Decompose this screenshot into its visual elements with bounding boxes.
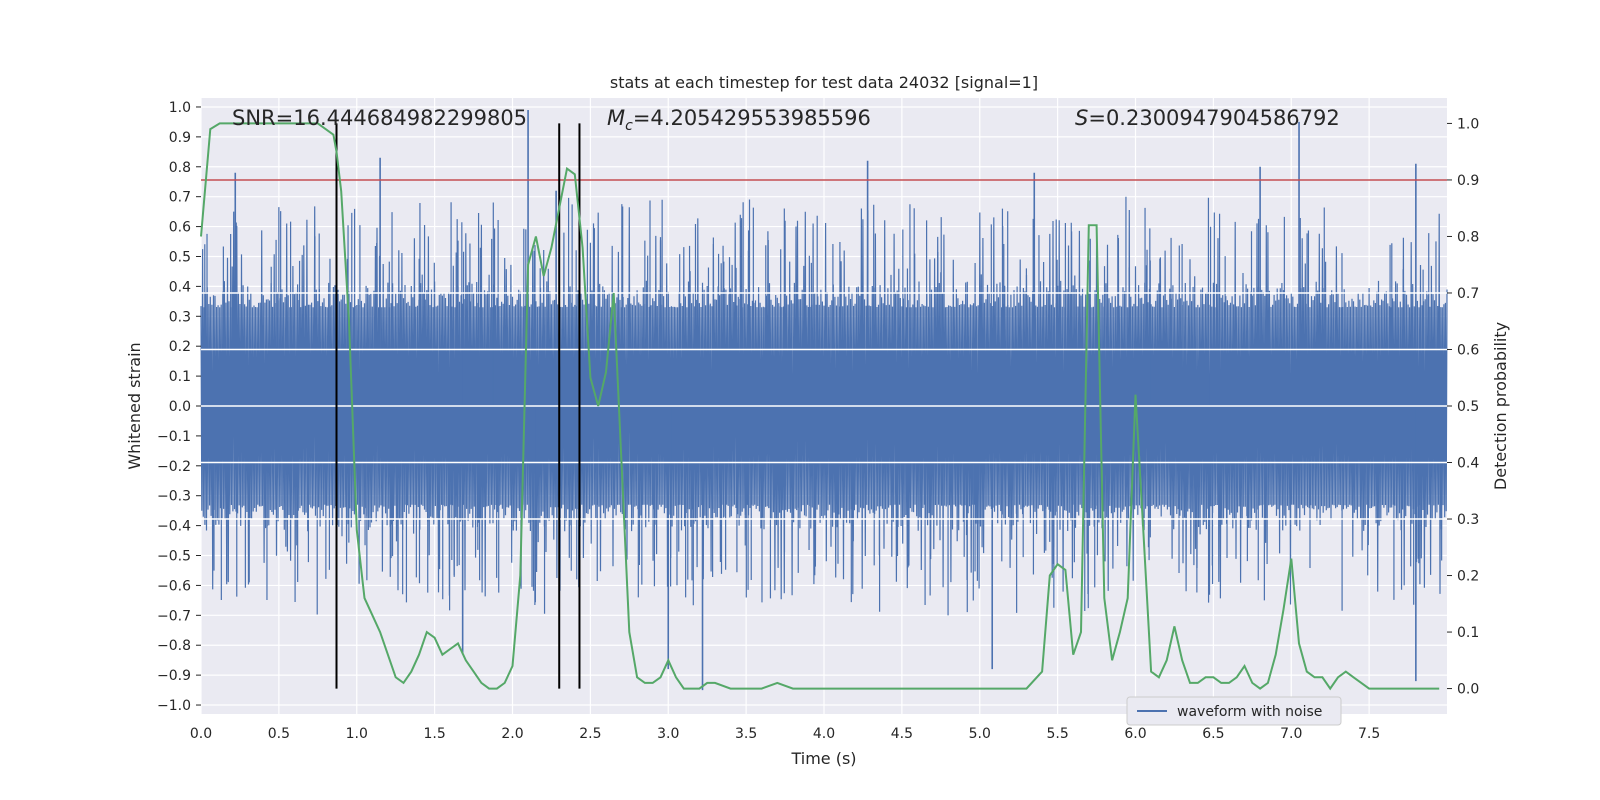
x-tick-label: 4.0 [813, 726, 835, 742]
x-tick-label: 5.0 [969, 726, 991, 742]
y-tick-label-right: 0.4 [1457, 456, 1479, 472]
y-tick-label-left: −0.8 [157, 638, 191, 654]
y-tick-label-left: 0.1 [169, 369, 191, 385]
legend-label: waveform with noise [1177, 704, 1322, 720]
y-tick-label-left: −0.9 [157, 668, 191, 684]
x-axis-label: Time (s) [790, 749, 856, 768]
y-tick-label-left: 0.7 [169, 190, 191, 206]
y-tick-label-left: 0.5 [169, 249, 191, 265]
detection-probability-line [200, 122, 1440, 691]
y-tick-label-left: 0.9 [169, 130, 191, 146]
s-value: =0.2300947904586792 [1088, 106, 1339, 130]
mc-subscript: c [625, 118, 633, 134]
y-tick-label-left: 0.6 [169, 220, 191, 236]
y-tick-label-left: 0.4 [169, 279, 191, 295]
y-tick-label-right: 0.2 [1457, 569, 1479, 585]
x-tick-label: 0.5 [268, 726, 290, 742]
y-tick-label-right: 0.0 [1457, 682, 1479, 698]
x-tick-label: 0.0 [190, 726, 212, 742]
y-tick-label-right: 0.5 [1457, 399, 1479, 415]
waveform-noise [200, 206, 1448, 605]
snr-annotation: SNR=16.444684982299805 [232, 106, 527, 130]
mc-annotation: Mc=4.205429553985596 [607, 106, 871, 134]
y-tick-label-left: −0.2 [157, 459, 191, 475]
x-tick-label: 6.0 [1124, 726, 1146, 742]
y-tick-label-left: 0.2 [169, 339, 191, 355]
y-tick-label-right: 0.3 [1457, 512, 1479, 528]
x-tick-label: 7.0 [1280, 726, 1302, 742]
y-tick-label-left: −0.1 [157, 429, 191, 445]
x-tick-label: 6.5 [1202, 726, 1224, 742]
y-tick-label-right: 1.0 [1457, 116, 1479, 132]
y-tick-label-left: 1.0 [169, 100, 191, 116]
x-tick-label: 1.5 [423, 726, 445, 742]
y-axis-label-left: Whitened strain [125, 342, 144, 469]
x-tick-label: 3.5 [735, 726, 757, 742]
x-tick-label: 7.5 [1358, 726, 1380, 742]
x-tick-label: 2.0 [501, 726, 523, 742]
y-tick-label-left: −0.7 [157, 608, 191, 624]
x-tick-label: 3.0 [657, 726, 679, 742]
y-tick-label-right: 0.9 [1457, 173, 1479, 189]
y-tick-label-left: −1.0 [157, 698, 191, 714]
y-tick-label-left: 0.0 [169, 399, 191, 415]
s-symbol: S [1075, 106, 1088, 130]
y-tick-label-right: 0.7 [1457, 286, 1479, 302]
y-tick-label-right: 0.1 [1457, 625, 1479, 641]
y-axis-label-right: Detection probability [1491, 322, 1510, 490]
y-tick-label-left: 0.3 [169, 309, 191, 325]
legend-box [1126, 696, 1342, 726]
waveform-gaps [201, 292, 1447, 520]
chart-title: stats at each timestep for test data 240… [610, 73, 1038, 92]
x-tick-label: 5.5 [1046, 726, 1068, 742]
x-tick-label: 2.5 [579, 726, 601, 742]
y-tick-label-left: −0.3 [157, 489, 191, 505]
y-tick-label-left: 0.8 [169, 160, 191, 176]
tick-labels: 0.0 0.5 1.0 1.5 2.0 2.5 3.0 3.5 4.0 4.5 5.0 5.5 6.0 6… [157, 100, 1479, 742]
y-tick-label-left: −0.5 [157, 549, 191, 565]
y-tick-label-right: 0.6 [1457, 342, 1479, 358]
y-tick-label-left: −0.4 [157, 519, 191, 535]
mc-value: =4.205429553985596 [633, 106, 871, 130]
y-tick-label-left: −0.6 [157, 578, 191, 594]
mc-symbol: M [607, 106, 625, 130]
x-tick-label: 4.5 [891, 726, 913, 742]
s-annotation: S=0.2300947904586792 [1075, 106, 1340, 130]
x-tick-label: 1.0 [346, 726, 368, 742]
legend: waveform with noise [1126, 696, 1342, 726]
y-tick-label-right: 0.8 [1457, 229, 1479, 245]
